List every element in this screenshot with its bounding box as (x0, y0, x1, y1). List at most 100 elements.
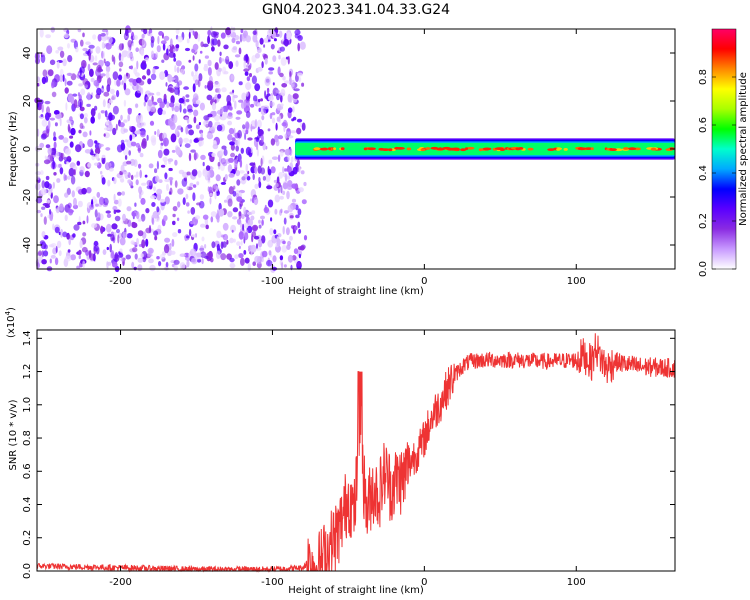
noise-blob (224, 199, 228, 203)
noise-blob (151, 202, 156, 207)
noise-blob (254, 183, 259, 190)
noise-blob (158, 31, 164, 36)
noise-blob (53, 131, 56, 138)
noise-blob (55, 150, 59, 159)
noise-blob (258, 107, 262, 112)
noise-blob (104, 162, 111, 171)
noise-blob (207, 186, 210, 192)
noise-blob (186, 124, 193, 129)
noise-blob (38, 250, 43, 256)
noise-blob (108, 112, 113, 122)
signal-hotspot (378, 147, 385, 151)
noise-blob (244, 222, 249, 229)
noise-blob (82, 47, 88, 52)
noise-blob (186, 186, 189, 190)
noise-blob (49, 214, 53, 222)
noise-blob (220, 253, 227, 261)
noise-blob (286, 166, 292, 173)
noise-blob (275, 33, 280, 38)
noise-blob (55, 114, 62, 119)
noise-blob (86, 215, 89, 224)
noise-blob (145, 227, 152, 234)
noise-blob (207, 59, 212, 67)
noise-blob (168, 117, 175, 127)
noise-blob (96, 217, 101, 222)
noise-blob (174, 65, 177, 73)
noise-blob (202, 161, 205, 167)
noise-blob (294, 225, 298, 231)
noise-blob (96, 87, 102, 96)
noise-blob (290, 156, 294, 163)
noise-blob (174, 180, 178, 188)
signal-hotspot (484, 147, 490, 151)
noise-blob (238, 189, 245, 194)
noise-blob (187, 210, 190, 214)
noise-blob (59, 117, 62, 127)
noise-blob (80, 88, 86, 96)
noise-blob (243, 99, 247, 108)
noise-blob (40, 54, 46, 63)
noise-blob (300, 170, 305, 175)
noise-blob (97, 66, 102, 72)
noise-blob (120, 142, 126, 151)
noise-blob (262, 105, 270, 110)
noise-blob (273, 229, 277, 235)
noise-blob (106, 246, 110, 251)
noise-blob (215, 250, 221, 259)
noise-blob (146, 32, 149, 36)
noise-blob (281, 245, 288, 253)
noise-blob (81, 246, 88, 253)
noise-blob (193, 116, 197, 124)
spectrogram-x-ticks: -200 -100 0 100 (109, 29, 586, 287)
noise-blob (119, 237, 126, 246)
noise-blob (273, 179, 277, 183)
noise-blob (238, 81, 243, 86)
noise-blob (157, 97, 163, 104)
noise-blob (255, 137, 260, 142)
noise-blob (44, 204, 51, 208)
noise-blob (85, 50, 89, 55)
noise-blob (207, 180, 211, 184)
noise-blob (226, 94, 232, 104)
noise-blob (55, 50, 60, 54)
noise-blob (149, 264, 156, 272)
noise-blob (156, 45, 161, 53)
signal-hotspot (319, 147, 328, 151)
noise-blob (93, 245, 99, 252)
noise-blob (173, 259, 180, 265)
noise-blob (221, 87, 227, 93)
noise-blob (212, 110, 217, 117)
noise-blob (159, 71, 166, 80)
noise-blob (156, 91, 161, 96)
noise-blob (62, 74, 65, 82)
noise-blob (177, 35, 184, 43)
noise-blob (70, 175, 76, 185)
noise-blob (279, 72, 284, 78)
noise-blob (263, 37, 269, 44)
noise-blob (272, 82, 275, 86)
noise-blob (82, 232, 87, 237)
noise-blob (235, 145, 239, 152)
noise-blob (68, 167, 75, 177)
noise-blob (188, 59, 192, 63)
noise-blob (109, 88, 115, 95)
noise-blob (105, 65, 111, 73)
noise-blob (245, 146, 252, 156)
noise-blob (61, 152, 65, 160)
noise-blob (150, 50, 155, 59)
noise-blob (53, 195, 59, 204)
noise-blob (59, 68, 64, 77)
noise-blob (166, 183, 169, 191)
noise-blob (136, 171, 139, 177)
noise-blob (184, 116, 189, 121)
noise-blob (189, 139, 192, 144)
noise-blob (89, 68, 94, 77)
noise-blob (261, 115, 265, 121)
x-tick-label: -200 (109, 577, 132, 588)
noise-blob (83, 116, 88, 124)
noise-blob (177, 80, 183, 86)
noise-blob (94, 55, 98, 62)
noise-blob (126, 233, 133, 239)
noise-blob (247, 137, 253, 141)
